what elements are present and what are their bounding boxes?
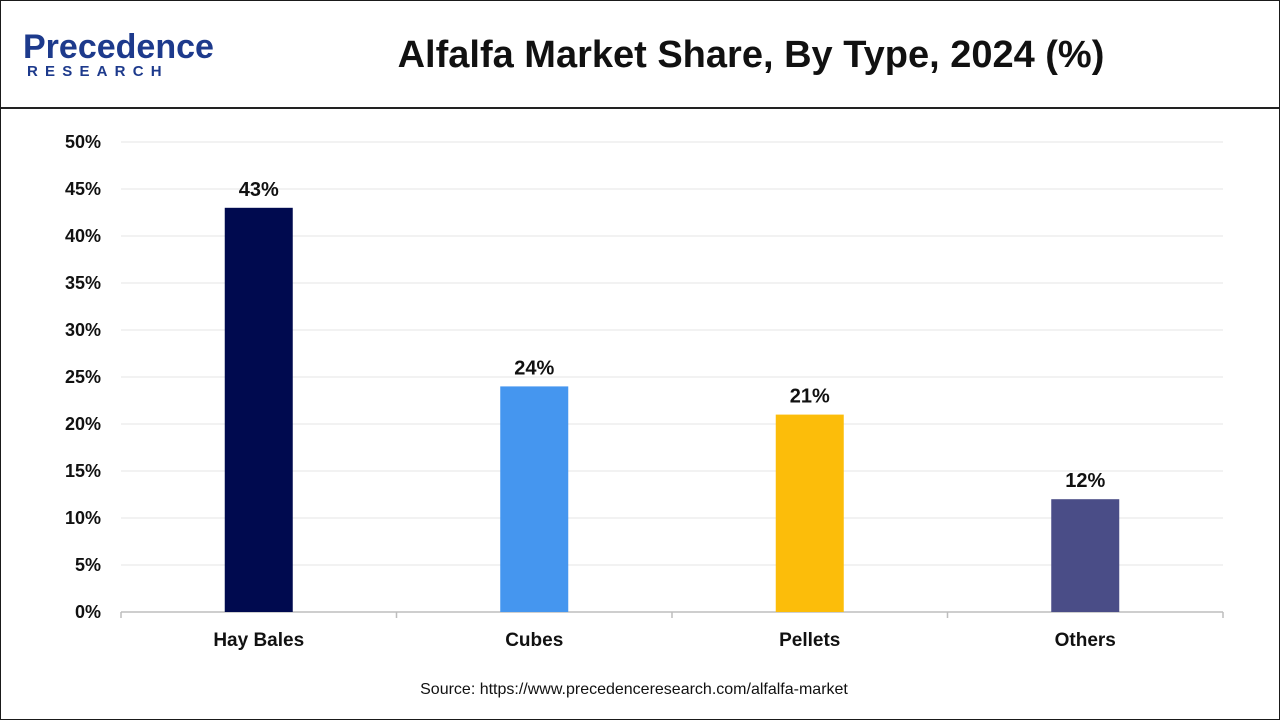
data-label: 43%: [239, 179, 279, 201]
chart-title: Alfalfa Market Share, By Type, 2024 (%): [397, 34, 1105, 76]
y-tick-label: 45%: [65, 179, 101, 199]
bar-cubes: [500, 386, 569, 612]
bar-chart: 0% 5% 10% 15% 20% 25% 30% 35% 40% 45% 50% 43% Hay Ba…: [65, 132, 1224, 651]
header: Precedence RESEARCH Alfalfa Market Share…: [1, 1, 1279, 109]
x-category-label: Hay Bales: [213, 630, 304, 651]
bar-pellets: [775, 414, 844, 612]
brand-logo: Precedence RESEARCH: [23, 27, 223, 87]
y-tick-label: 20%: [65, 414, 101, 434]
brand-name: Precedence: [23, 28, 214, 66]
source-note: Source: https://www.precedenceresearch.c…: [420, 681, 848, 698]
bar-others: [1051, 499, 1120, 612]
y-tick-label: 50%: [65, 132, 101, 152]
data-label: 21%: [790, 386, 830, 408]
y-tick-label: 5%: [75, 555, 101, 575]
y-tick-label: 0%: [75, 602, 101, 622]
y-tick-label: 10%: [65, 508, 101, 528]
x-category-label: Cubes: [505, 630, 563, 651]
x-category-label: Others: [1055, 630, 1116, 651]
x-category-label: Pellets: [779, 630, 840, 651]
y-tick-label: 15%: [65, 461, 101, 481]
y-tick-label: 40%: [65, 226, 101, 246]
y-tick-label: 30%: [65, 320, 101, 340]
data-label: 24%: [514, 357, 554, 379]
data-label: 12%: [1065, 470, 1105, 492]
bar-hay-bales: [224, 207, 293, 613]
brand-subtitle: RESEARCH: [27, 63, 169, 80]
y-tick-label: 35%: [65, 273, 101, 293]
y-tick-label: 25%: [65, 367, 101, 387]
